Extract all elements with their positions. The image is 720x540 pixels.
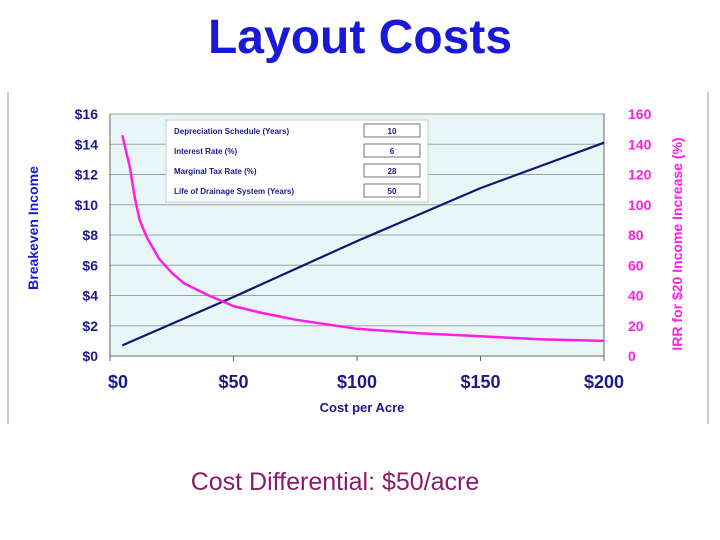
parameter-value: 50 <box>388 187 397 196</box>
x-tick-label: $200 <box>584 372 624 392</box>
parameter-label: Life of Drainage System (Years) <box>174 187 294 196</box>
slide-caption: Cost Differential: $50/acre <box>190 468 480 496</box>
y2-tick-label: 20 <box>628 318 644 334</box>
chart: $0 $2 $4 $6 $8 $10 $12 $14 $16 0 20 40 60 80 100 120 14… <box>7 92 709 424</box>
parameter-label: Depreciation Schedule (Years) <box>174 127 289 136</box>
breakeven-series-line <box>121 141 605 347</box>
parameter-value-box <box>363 163 421 178</box>
y-tick-label: $6 <box>82 257 98 273</box>
series-lines <box>121 134 605 347</box>
y2-tick-label: 120 <box>628 167 652 183</box>
y-tick-label: $8 <box>82 227 98 243</box>
y-tick-labels: $0 $2 $4 $6 $8 $10 $12 $14 $16 <box>75 106 99 364</box>
parameter-value-box <box>363 183 421 198</box>
y-tick-label: $12 <box>75 167 99 183</box>
y2-tick-labels: 0 20 40 60 80 100 120 140 160 <box>628 106 652 364</box>
parameter-value-box <box>363 123 421 138</box>
parameter-label: Interest Rate (%) <box>174 147 237 156</box>
y-tick-label: $10 <box>75 197 99 213</box>
x-axis-title: Cost per Acre <box>320 400 405 415</box>
parameter-value: 28 <box>388 167 397 176</box>
parameter-value: 10 <box>388 127 397 136</box>
parameter-value-box <box>363 143 421 158</box>
irr-series-line <box>121 134 605 343</box>
parameter-value: 6 <box>390 147 395 156</box>
y2-tick-label: 100 <box>628 197 652 213</box>
y-tick-label: $4 <box>82 288 98 304</box>
parameter-table: Depreciation Schedule (Years) 10 Interest … <box>165 119 429 203</box>
y2-tick-label: 60 <box>628 257 644 273</box>
x-tick-label: $50 <box>218 372 248 392</box>
parameter-label: Marginal Tax Rate (%) <box>174 167 257 176</box>
y-tick-label: $14 <box>75 136 99 152</box>
x-tick-labels: $0 $50 $100 $150 $200 <box>108 356 624 392</box>
x-tick-label: $0 <box>108 372 128 392</box>
y2-tick-label: 160 <box>628 106 652 122</box>
y2-axis-title: IRR for $20 Income Increase (%) <box>669 137 685 350</box>
slide-title: Layout Costs <box>207 11 513 64</box>
x-tick-label: $150 <box>460 372 500 392</box>
y-tick-label: $16 <box>75 106 99 122</box>
x-tick-label: $100 <box>337 372 377 392</box>
y-tick-label: $2 <box>82 318 98 334</box>
y2-tick-label: 140 <box>628 136 652 152</box>
y-axis-title: Breakeven Income <box>25 166 41 290</box>
y-tick-label: $0 <box>82 348 98 364</box>
y2-tick-label: 40 <box>628 288 644 304</box>
y2-tick-label: 80 <box>628 227 644 243</box>
y2-tick-label: 0 <box>628 348 636 364</box>
